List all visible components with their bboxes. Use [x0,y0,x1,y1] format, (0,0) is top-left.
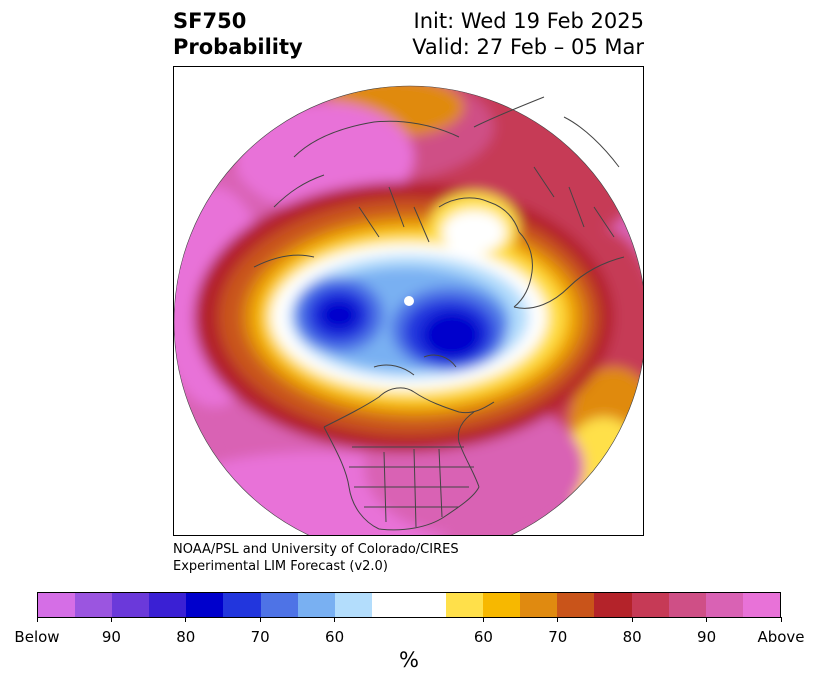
credit-line-2: Experimental LIM Forecast (v2.0) [173,559,388,574]
colorbar-segment [186,593,224,617]
colorbar-segment [112,593,150,617]
colorbar-segment [742,593,780,617]
colorbar-segment [594,593,632,617]
credit-line-1: NOAA/PSL and University of Colorado/CIRE… [173,542,459,557]
title-line-2: Probability [173,35,303,59]
colorbar-tick-label: 80 [622,628,642,646]
colorbar-tick [557,617,559,622]
forecast-dates: Init: Wed 19 Feb 2025 Valid: 27 Feb – 05… [412,8,644,60]
colorbar-segment [75,593,113,617]
colorbar-tick [36,617,38,622]
colorbar-segment [38,593,76,617]
colorbar-unit-label: % [399,648,419,672]
colorbar-segment [520,593,558,617]
colorbar-tick [482,617,484,622]
colorbar-tick-label: 80 [176,628,196,646]
colorbar-segment [149,593,187,617]
colorbar-segment [223,593,261,617]
colorbar-tick-label: 90 [697,628,717,646]
colorbar-tick-label: Above [757,628,805,646]
colorbar-tick [110,617,112,622]
probability-map [173,66,644,536]
colorbar-tick-label: 90 [101,628,121,646]
colorbar-tick-label: 70 [548,628,568,646]
colorbar-segment [705,593,743,617]
title-line-1: SF750 [173,9,247,33]
colorbar-tick [631,617,633,622]
colorbar-tick-label: 60 [473,628,493,646]
colorbar-segment [446,593,484,617]
colorbar [37,592,781,618]
colorbar-segment [631,593,669,617]
colorbar-segment [297,593,335,617]
colorbar-tick-label: 70 [250,628,270,646]
colorbar-segment [557,593,595,617]
credit-text: NOAA/PSL and University of Colorado/CIRE… [173,541,459,575]
colorbar-segment [334,593,372,617]
colorbar-tick [780,617,782,622]
colorbar-tick [259,617,261,622]
chart-title: SF750 Probability [173,8,303,60]
map-canvas [174,85,643,535]
colorbar-tick [706,617,708,622]
colorbar-tick-label: Below [14,628,60,646]
colorbar-tick-label: 60 [325,628,345,646]
colorbar-segment [371,593,447,617]
colorbar-segment [260,593,298,617]
colorbar-tick [185,617,187,622]
colorbar-segment [668,593,706,617]
colorbar-tick [334,617,336,622]
valid-dates: Valid: 27 Feb – 05 Mar [412,35,644,59]
coastlines [174,85,643,535]
colorbar-segment [483,593,521,617]
init-date: Init: Wed 19 Feb 2025 [413,9,644,33]
probability-field [174,86,643,535]
